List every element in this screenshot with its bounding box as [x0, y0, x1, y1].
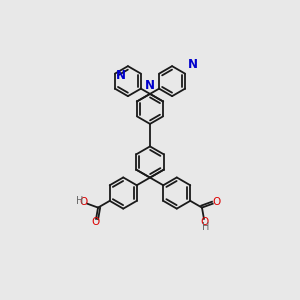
Text: N: N: [145, 79, 155, 92]
Text: O: O: [80, 197, 88, 208]
Text: N: N: [188, 58, 197, 71]
Text: N: N: [116, 69, 125, 82]
Text: O: O: [212, 197, 220, 208]
Text: O: O: [200, 218, 209, 227]
Text: H: H: [76, 196, 83, 206]
Text: O: O: [91, 218, 100, 227]
Text: H: H: [202, 222, 209, 232]
